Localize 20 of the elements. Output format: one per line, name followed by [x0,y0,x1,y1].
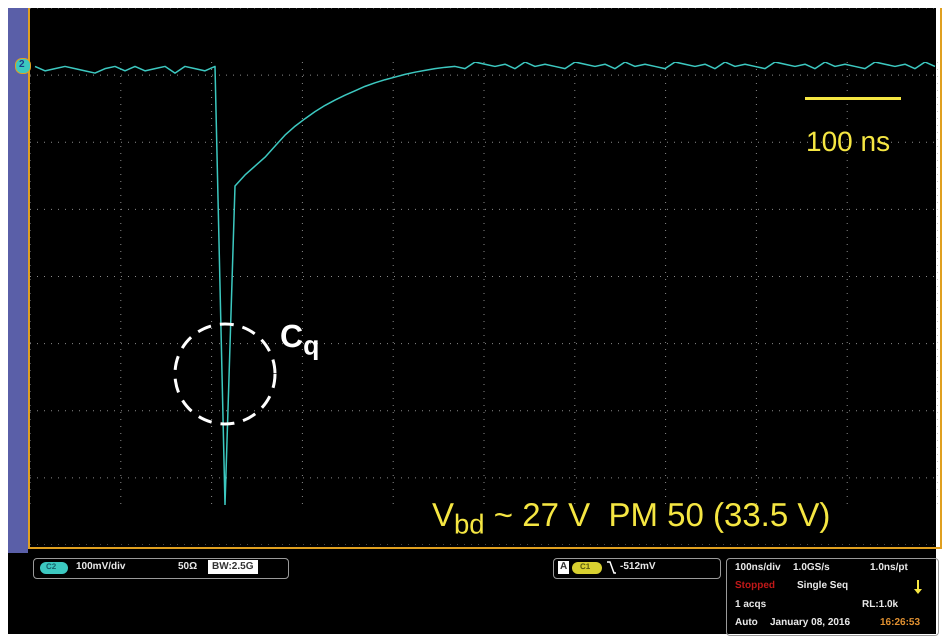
text: BW:2.5G [212,561,254,572]
text: C2 [46,562,56,571]
text: 100ns/div [735,562,781,573]
text: 1.0ns/pt [870,562,908,573]
text: Auto [735,617,758,628]
text: 2 [19,59,25,70]
annotation: V$_{bd}$ ~ 27 V PM 50 (33.5 V) [432,496,830,541]
text: C1 [580,562,590,571]
text: January 08, 2016 [770,617,850,628]
text: Single Seq [797,580,848,591]
text: 100mV/div [76,561,126,572]
text: 16:26:53 [880,617,920,628]
text: RL:1.0k [862,599,898,610]
text: 1.0GS/s [793,562,830,573]
text: Stopped [735,580,775,591]
text: 1 acqs [735,599,766,610]
text: -512mV [620,561,656,572]
annotation: 100 ns [806,126,890,158]
text: 50Ω [178,561,198,572]
annotation: C$_{q}$ [280,318,320,362]
